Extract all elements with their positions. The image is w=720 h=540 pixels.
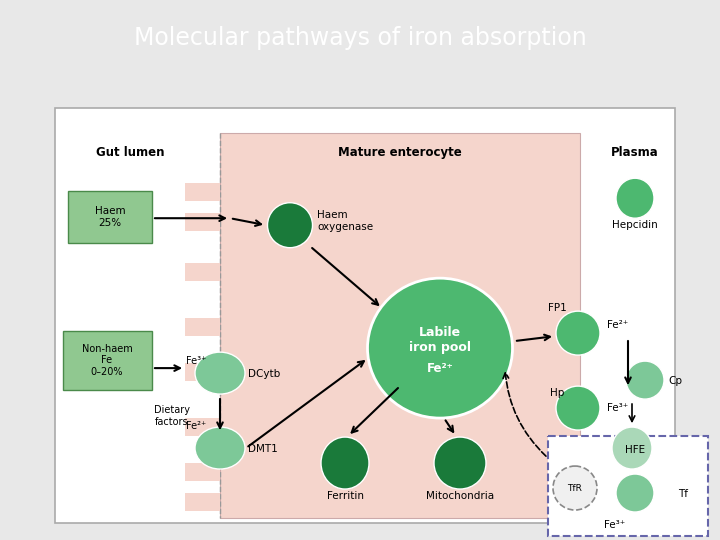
Ellipse shape	[434, 437, 486, 489]
Text: DMT1: DMT1	[248, 444, 278, 454]
Text: Fe²⁺: Fe²⁺	[186, 421, 206, 431]
Text: Tf: Tf	[678, 489, 688, 499]
Ellipse shape	[321, 437, 369, 489]
Text: Plasma: Plasma	[611, 146, 659, 159]
Text: Ferritin: Ferritin	[326, 491, 364, 501]
FancyBboxPatch shape	[185, 418, 220, 436]
Text: Fe³⁺: Fe³⁺	[607, 403, 629, 413]
Text: Molecular pathways of iron absorption: Molecular pathways of iron absorption	[134, 25, 586, 50]
Text: Gut lumen: Gut lumen	[96, 146, 164, 159]
FancyBboxPatch shape	[185, 183, 220, 201]
FancyBboxPatch shape	[185, 318, 220, 336]
Text: Fe²⁺: Fe²⁺	[427, 362, 454, 375]
Text: Hepcidin: Hepcidin	[612, 220, 658, 230]
Ellipse shape	[556, 386, 600, 430]
Text: Cp: Cp	[668, 376, 682, 386]
FancyBboxPatch shape	[185, 213, 220, 231]
Text: TfR: TfR	[567, 483, 582, 492]
FancyBboxPatch shape	[185, 463, 220, 481]
Circle shape	[553, 466, 597, 510]
Ellipse shape	[626, 361, 664, 399]
Text: Hp: Hp	[550, 388, 564, 398]
Text: Fe²⁺: Fe²⁺	[607, 320, 629, 330]
Ellipse shape	[195, 352, 245, 394]
Text: Mature enterocyte: Mature enterocyte	[338, 146, 462, 159]
Text: FP1: FP1	[548, 303, 567, 313]
Ellipse shape	[616, 474, 654, 512]
Text: HFE: HFE	[625, 445, 645, 455]
FancyBboxPatch shape	[55, 109, 675, 523]
Text: DCytb: DCytb	[248, 369, 280, 379]
Text: Mitochondria: Mitochondria	[426, 491, 494, 501]
FancyBboxPatch shape	[220, 133, 580, 518]
FancyBboxPatch shape	[185, 363, 220, 381]
FancyBboxPatch shape	[68, 191, 152, 243]
Text: Haem
oxygenase: Haem oxygenase	[317, 211, 373, 232]
Ellipse shape	[195, 427, 245, 469]
Text: Dietary
factors: Dietary factors	[154, 406, 190, 427]
Ellipse shape	[616, 178, 654, 218]
Ellipse shape	[612, 427, 652, 469]
FancyBboxPatch shape	[548, 436, 708, 536]
Text: Non-haem
Fe
0–20%: Non-haem Fe 0–20%	[81, 343, 132, 377]
Text: Haem
25%: Haem 25%	[95, 206, 125, 228]
Ellipse shape	[556, 311, 600, 355]
FancyBboxPatch shape	[185, 263, 220, 281]
Ellipse shape	[268, 202, 312, 248]
FancyBboxPatch shape	[185, 493, 220, 511]
Ellipse shape	[367, 278, 513, 418]
FancyBboxPatch shape	[63, 331, 152, 390]
Text: Labile
iron pool: Labile iron pool	[409, 326, 471, 354]
Text: Fe³⁺: Fe³⁺	[604, 520, 626, 530]
Text: Fe³⁺: Fe³⁺	[186, 356, 207, 366]
